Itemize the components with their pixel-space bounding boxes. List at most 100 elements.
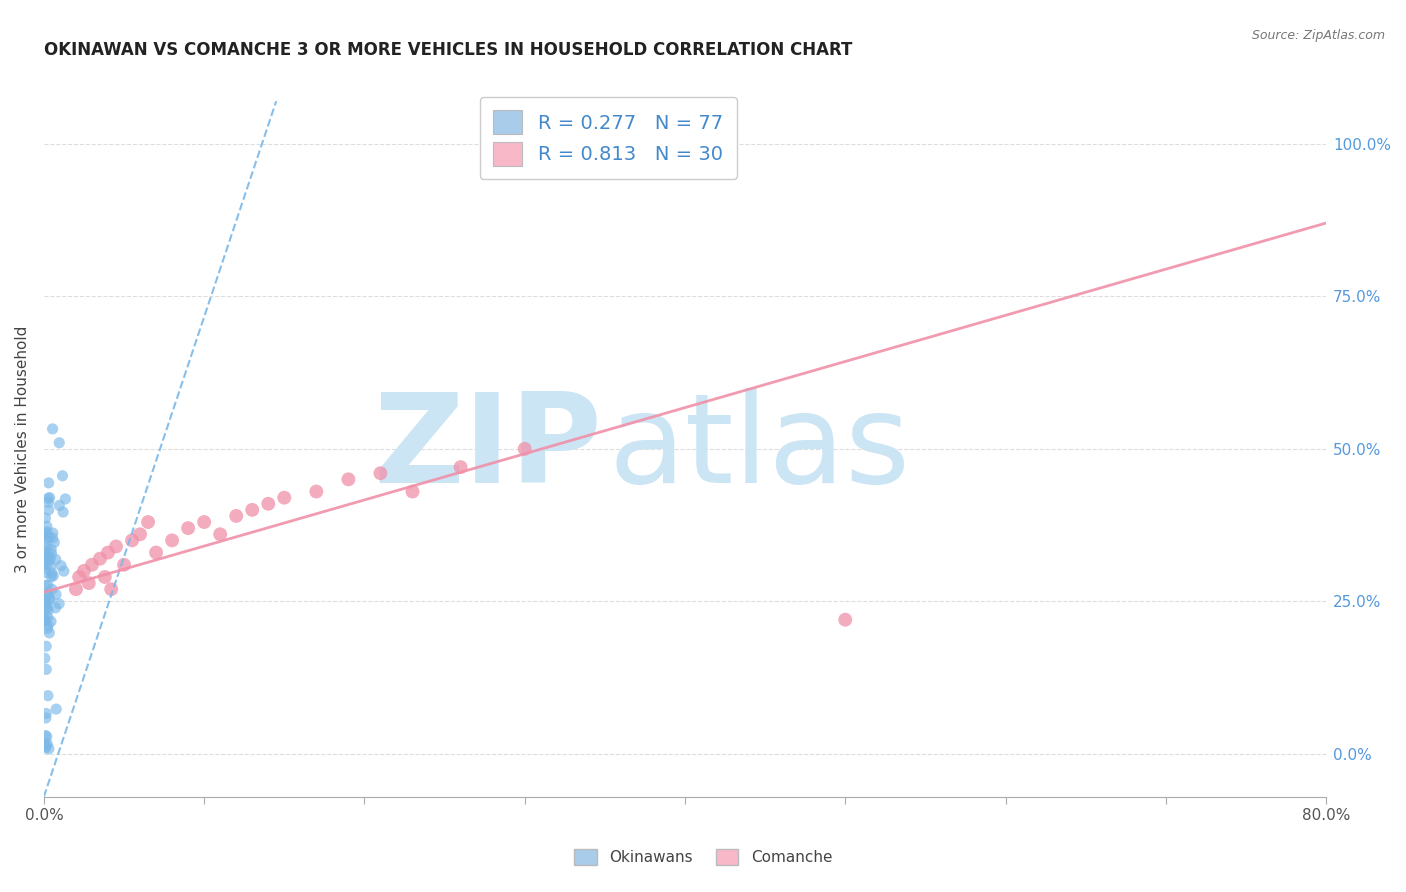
Point bbox=[37, 549, 59, 563]
Point bbox=[145, 545, 167, 559]
Point bbox=[37, 737, 59, 751]
Point bbox=[35, 566, 58, 580]
Point bbox=[450, 460, 472, 475]
Point bbox=[45, 702, 67, 716]
Point bbox=[35, 524, 58, 539]
Point bbox=[45, 552, 67, 566]
Point bbox=[35, 730, 58, 744]
Point bbox=[35, 600, 58, 615]
Point bbox=[45, 587, 67, 601]
Point bbox=[34, 545, 56, 559]
Text: OKINAWAN VS COMANCHE 3 OR MORE VEHICLES IN HOUSEHOLD CORRELATION CHART: OKINAWAN VS COMANCHE 3 OR MORE VEHICLES … bbox=[44, 41, 852, 59]
Text: ZIP: ZIP bbox=[373, 388, 602, 509]
Point bbox=[34, 578, 56, 592]
Point bbox=[401, 484, 423, 499]
Point bbox=[34, 611, 56, 625]
Point bbox=[34, 729, 56, 743]
Point bbox=[38, 503, 60, 517]
Point bbox=[34, 738, 56, 752]
Point bbox=[77, 576, 100, 591]
Legend: Okinawans, Comanche: Okinawans, Comanche bbox=[568, 843, 838, 871]
Point bbox=[38, 592, 60, 607]
Point bbox=[52, 564, 75, 578]
Point bbox=[225, 508, 247, 523]
Point bbox=[834, 613, 856, 627]
Point bbox=[37, 689, 59, 703]
Point bbox=[34, 614, 56, 628]
Point bbox=[35, 711, 58, 725]
Point bbox=[80, 558, 103, 572]
Point bbox=[105, 540, 128, 554]
Point bbox=[513, 442, 536, 456]
Point bbox=[45, 600, 67, 615]
Point bbox=[37, 578, 59, 592]
Point bbox=[305, 484, 328, 499]
Point bbox=[39, 570, 62, 584]
Point bbox=[209, 527, 232, 541]
Point bbox=[38, 491, 60, 505]
Point bbox=[34, 651, 56, 665]
Point bbox=[39, 542, 62, 557]
Point bbox=[37, 603, 59, 617]
Point bbox=[160, 533, 183, 548]
Point bbox=[34, 740, 56, 755]
Point bbox=[35, 739, 58, 753]
Point bbox=[337, 472, 360, 486]
Point bbox=[48, 435, 70, 450]
Point bbox=[193, 515, 215, 529]
Point bbox=[273, 491, 295, 505]
Point bbox=[73, 564, 96, 578]
Point bbox=[257, 497, 280, 511]
Point bbox=[65, 582, 87, 597]
Point bbox=[34, 614, 56, 628]
Point bbox=[100, 582, 122, 597]
Point bbox=[129, 527, 152, 541]
Point bbox=[136, 515, 159, 529]
Point bbox=[34, 562, 56, 576]
Point bbox=[38, 741, 60, 756]
Point bbox=[37, 587, 59, 601]
Point bbox=[121, 533, 143, 548]
Point bbox=[34, 511, 56, 525]
Point bbox=[37, 553, 59, 567]
Point bbox=[35, 706, 58, 721]
Point bbox=[67, 570, 90, 584]
Point bbox=[37, 532, 59, 546]
Point bbox=[42, 526, 65, 541]
Point bbox=[53, 491, 76, 506]
Point bbox=[49, 558, 72, 573]
Text: Source: ZipAtlas.com: Source: ZipAtlas.com bbox=[1251, 29, 1385, 42]
Point bbox=[34, 528, 56, 542]
Point bbox=[48, 597, 70, 611]
Point bbox=[37, 622, 59, 636]
Point bbox=[112, 558, 135, 572]
Point bbox=[35, 597, 58, 611]
Point bbox=[41, 566, 63, 580]
Point bbox=[38, 591, 60, 606]
Point bbox=[38, 530, 60, 544]
Point bbox=[37, 495, 59, 509]
Point bbox=[42, 569, 65, 583]
Point bbox=[37, 588, 59, 602]
Point bbox=[51, 468, 73, 483]
Text: atlas: atlas bbox=[607, 388, 910, 509]
Point bbox=[44, 535, 66, 549]
Point bbox=[41, 547, 63, 561]
Point bbox=[38, 475, 60, 490]
Point bbox=[35, 558, 58, 572]
Point bbox=[89, 551, 111, 566]
Point bbox=[39, 552, 62, 566]
Point bbox=[34, 591, 56, 606]
Point bbox=[177, 521, 200, 535]
Point bbox=[39, 559, 62, 574]
Point bbox=[37, 618, 59, 632]
Point bbox=[97, 545, 120, 559]
Point bbox=[48, 499, 70, 513]
Point bbox=[35, 639, 58, 653]
Y-axis label: 3 or more Vehicles in Household: 3 or more Vehicles in Household bbox=[15, 326, 30, 573]
Point bbox=[370, 467, 392, 481]
Point bbox=[41, 531, 63, 545]
Point bbox=[37, 549, 59, 564]
Legend: R = 0.277   N = 77, R = 0.813   N = 30: R = 0.277 N = 77, R = 0.813 N = 30 bbox=[479, 96, 737, 179]
Point bbox=[38, 626, 60, 640]
